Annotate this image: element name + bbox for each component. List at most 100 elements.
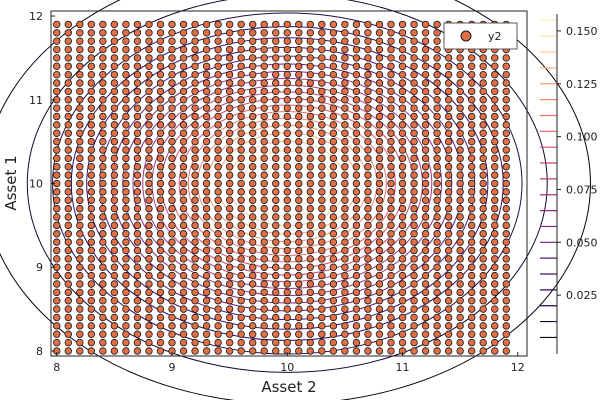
data-point bbox=[156, 146, 165, 154]
data-point bbox=[491, 54, 499, 62]
data-point bbox=[491, 213, 499, 221]
data-point bbox=[168, 179, 176, 188]
data-point bbox=[76, 54, 84, 62]
data-point bbox=[479, 230, 487, 238]
data-point bbox=[456, 263, 464, 271]
data-point bbox=[341, 204, 349, 213]
data-point bbox=[272, 171, 280, 179]
data-point bbox=[375, 70, 384, 79]
data-point bbox=[145, 230, 153, 238]
data-point bbox=[387, 322, 395, 330]
data-point bbox=[329, 213, 338, 221]
data-point bbox=[64, 146, 72, 154]
data-point bbox=[444, 338, 453, 347]
data-point bbox=[145, 96, 153, 104]
data-point bbox=[99, 322, 107, 330]
data-point bbox=[444, 246, 453, 255]
data-point bbox=[306, 137, 315, 146]
data-point bbox=[502, 271, 510, 280]
data-point bbox=[283, 146, 291, 154]
data-point bbox=[225, 330, 234, 338]
data-point bbox=[433, 129, 441, 137]
data-point bbox=[145, 154, 153, 163]
data-point bbox=[352, 62, 361, 70]
data-point bbox=[352, 221, 361, 230]
data-point bbox=[53, 20, 61, 29]
data-point bbox=[272, 104, 280, 112]
data-point bbox=[76, 313, 84, 322]
data-point bbox=[191, 297, 199, 305]
data-point bbox=[387, 347, 395, 355]
data-point bbox=[364, 87, 372, 96]
data-point bbox=[318, 29, 326, 37]
data-point bbox=[191, 204, 199, 213]
data-point bbox=[202, 121, 211, 129]
data-point bbox=[237, 313, 245, 322]
data-point bbox=[444, 87, 453, 96]
data-point bbox=[444, 171, 453, 179]
data-point bbox=[122, 213, 130, 221]
data-point bbox=[341, 129, 349, 137]
data-point bbox=[364, 179, 372, 188]
data-point bbox=[329, 96, 338, 104]
data-point bbox=[237, 263, 245, 271]
data-point bbox=[295, 246, 303, 255]
data-point bbox=[375, 330, 384, 338]
data-point bbox=[237, 297, 245, 305]
data-point bbox=[479, 188, 487, 196]
data-point bbox=[122, 280, 130, 288]
data-point bbox=[410, 322, 418, 330]
data-point bbox=[295, 263, 303, 271]
data-point bbox=[225, 129, 234, 137]
data-point bbox=[352, 246, 361, 255]
data-point bbox=[467, 54, 476, 62]
data-point bbox=[433, 322, 441, 330]
data-point bbox=[110, 70, 119, 79]
data-point bbox=[295, 255, 303, 263]
data-point bbox=[191, 255, 199, 263]
data-point bbox=[110, 154, 119, 163]
data-point bbox=[260, 37, 268, 45]
data-point bbox=[502, 87, 510, 96]
data-point bbox=[53, 45, 61, 54]
data-point bbox=[156, 112, 165, 121]
data-point bbox=[272, 204, 280, 213]
data-point bbox=[237, 179, 245, 188]
data-point bbox=[479, 238, 487, 246]
data-point bbox=[110, 29, 119, 37]
data-point bbox=[122, 112, 130, 121]
data-point bbox=[444, 322, 453, 330]
data-point bbox=[110, 305, 119, 313]
data-point bbox=[444, 297, 453, 305]
data-point bbox=[295, 196, 303, 204]
data-point bbox=[352, 179, 361, 188]
data-point bbox=[479, 204, 487, 213]
data-point bbox=[76, 112, 84, 121]
data-point bbox=[502, 280, 510, 288]
data-point bbox=[352, 213, 361, 221]
data-point bbox=[53, 271, 61, 280]
data-point bbox=[283, 179, 291, 188]
data-point bbox=[225, 137, 234, 146]
data-point bbox=[133, 104, 142, 112]
data-point bbox=[283, 20, 291, 29]
data-point bbox=[122, 154, 130, 163]
data-point bbox=[467, 96, 476, 104]
data-point bbox=[341, 288, 349, 297]
data-point bbox=[318, 112, 326, 121]
data-point bbox=[202, 271, 211, 280]
data-point bbox=[64, 288, 72, 297]
data-point bbox=[479, 271, 487, 280]
data-point bbox=[122, 255, 130, 263]
data-point bbox=[341, 154, 349, 163]
data-point bbox=[329, 179, 338, 188]
data-point bbox=[214, 179, 222, 188]
data-point bbox=[491, 62, 499, 70]
data-point bbox=[341, 188, 349, 196]
data-point bbox=[283, 129, 291, 137]
data-point bbox=[179, 322, 188, 330]
data-point bbox=[329, 230, 338, 238]
data-point bbox=[76, 246, 84, 255]
data-point bbox=[433, 96, 441, 104]
data-point bbox=[467, 322, 476, 330]
